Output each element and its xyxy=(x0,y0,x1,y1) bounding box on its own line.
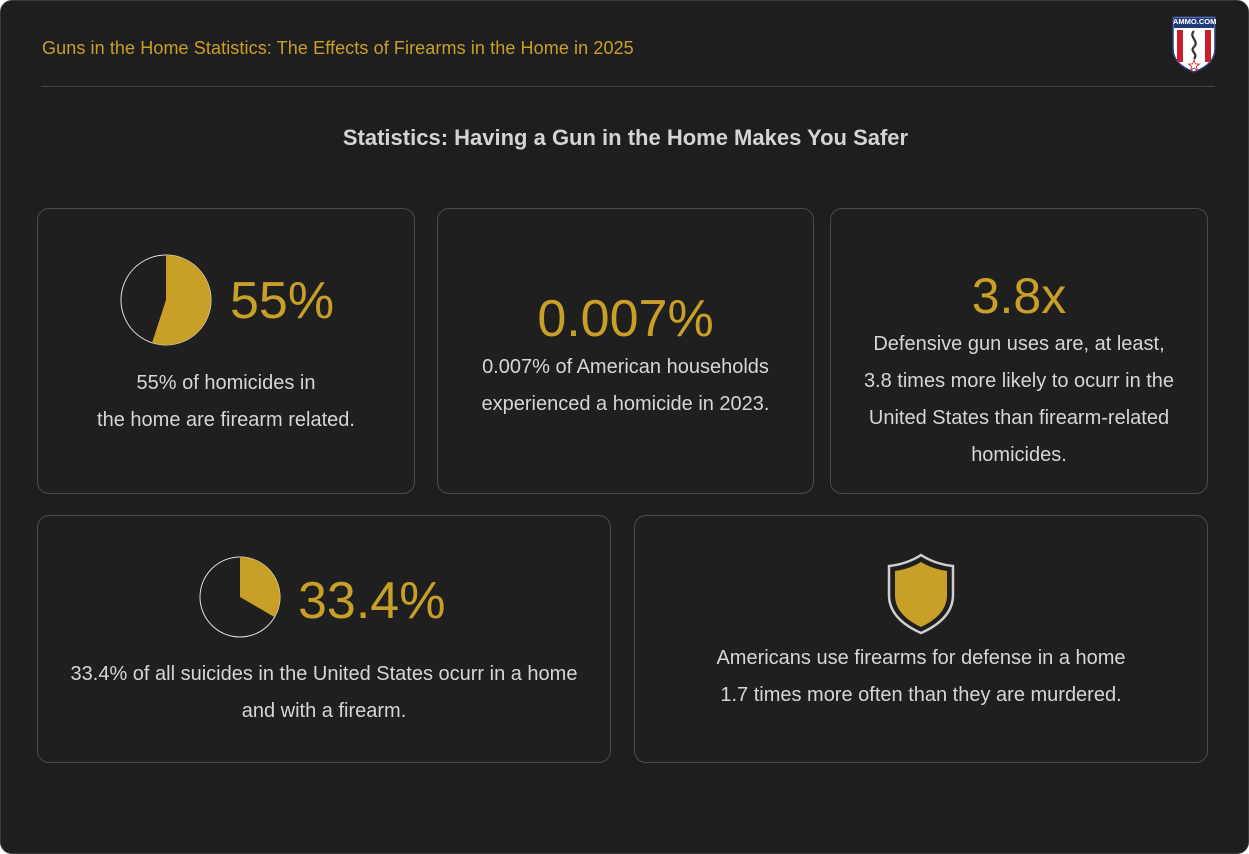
stat-value: 3.8x xyxy=(971,268,1067,324)
desc-line: the home are firearm related. xyxy=(97,409,355,431)
desc-line: 1.7 times more often than they are murde… xyxy=(720,684,1122,706)
desc-line: 55% of homicides in xyxy=(136,372,316,394)
desc-line: and with a firearm. xyxy=(241,700,407,722)
page-title: Guns in the Home Statistics: The Effects… xyxy=(42,38,634,58)
shield-icon xyxy=(887,553,955,635)
desc-line: Defensive gun uses are, at least, xyxy=(873,333,1165,355)
stat-description: Defensive gun uses are, at least, 3.8 ti… xyxy=(831,326,1207,474)
stat-value: 55% xyxy=(230,272,335,330)
desc-line: Americans use firearms for defense in a … xyxy=(716,647,1126,669)
ammo-logo xyxy=(1172,16,1216,73)
desc-line: experienced a homicide in 2023. xyxy=(481,393,770,415)
desc-line: 0.007% of American households xyxy=(482,356,769,378)
stat-description: 33.4% of all suicides in the United Stat… xyxy=(38,656,610,730)
stat-description: 0.007% of American households experience… xyxy=(438,349,813,423)
stat-card-defensive-uses: 3.8x Defensive gun uses are, at least, 3… xyxy=(830,208,1208,494)
stat-card-suicides: 33.4% 33.4% of all suicides in the Unite… xyxy=(37,515,611,763)
desc-line: United States than firearm-related xyxy=(868,407,1170,429)
header-divider xyxy=(41,86,1215,87)
logo-text: AMMO.COM xyxy=(1173,17,1217,26)
stat-description: Americans use firearms for defense in a … xyxy=(635,640,1207,714)
stat-value: 0.007% xyxy=(537,290,714,348)
stat-card-defense: Americans use firearms for defense in a … xyxy=(634,515,1208,763)
pie-chart-suicides xyxy=(199,556,281,638)
pie-slice xyxy=(240,557,280,618)
desc-line: homicides. xyxy=(971,444,1067,466)
section-title: Statistics: Having a Gun in the Home Mak… xyxy=(342,125,909,150)
stat-card-homicides: 55% 55% of homicides in the home are fir… xyxy=(37,208,415,494)
stat-value: 33.4% xyxy=(298,572,446,630)
desc-line: 33.4% of all suicides in the United Stat… xyxy=(70,663,578,685)
stat-description: 55% of homicides in the home are firearm… xyxy=(38,365,414,439)
desc-line: 3.8 times more likely to ocurr in the xyxy=(863,370,1175,392)
pie-chart-homicides xyxy=(120,254,212,346)
stat-card-households: 0.007% 0.007% of American households exp… xyxy=(437,208,814,494)
pie-slice xyxy=(152,255,211,345)
